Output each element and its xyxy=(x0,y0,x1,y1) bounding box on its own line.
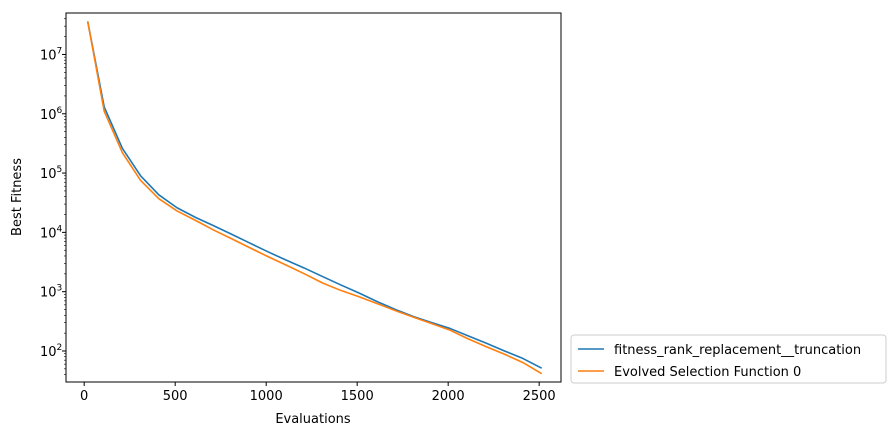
y-axis-label: Best Fitness xyxy=(10,158,25,236)
y-tick-label: 104 xyxy=(40,224,63,241)
y-tick-label: 106 xyxy=(40,106,63,123)
x-tick-label: 2000 xyxy=(432,389,465,404)
x-tick-label: 500 xyxy=(163,389,188,404)
legend-label-0: fitness_rank_replacement__truncation xyxy=(614,343,861,358)
plot-frame xyxy=(65,12,562,383)
y-axis: 102 103 104 105 106 107 xyxy=(40,18,66,375)
x-tick-label: 2500 xyxy=(523,389,556,404)
legend-label-1: Evolved Selection Function 0 xyxy=(614,365,801,380)
series-line-1 xyxy=(86,21,543,375)
plot-lines xyxy=(86,21,543,375)
x-axis-label: Evaluations xyxy=(275,412,351,427)
y-tick-label: 105 xyxy=(40,165,62,182)
legend-frame xyxy=(570,334,887,384)
x-tick-label: 0 xyxy=(80,389,88,404)
y-tick-label: 103 xyxy=(40,284,62,301)
y-tick-label: 107 xyxy=(40,46,62,63)
x-tick-label: 1500 xyxy=(341,389,374,404)
series-line-0 xyxy=(86,21,543,369)
x-axis: 0 500 1000 1500 2000 2500 xyxy=(80,382,556,404)
x-tick-label: 1000 xyxy=(250,389,283,404)
legend: fitness_rank_replacement__truncation Evol… xyxy=(570,334,887,384)
y-tick-label: 102 xyxy=(40,343,62,360)
